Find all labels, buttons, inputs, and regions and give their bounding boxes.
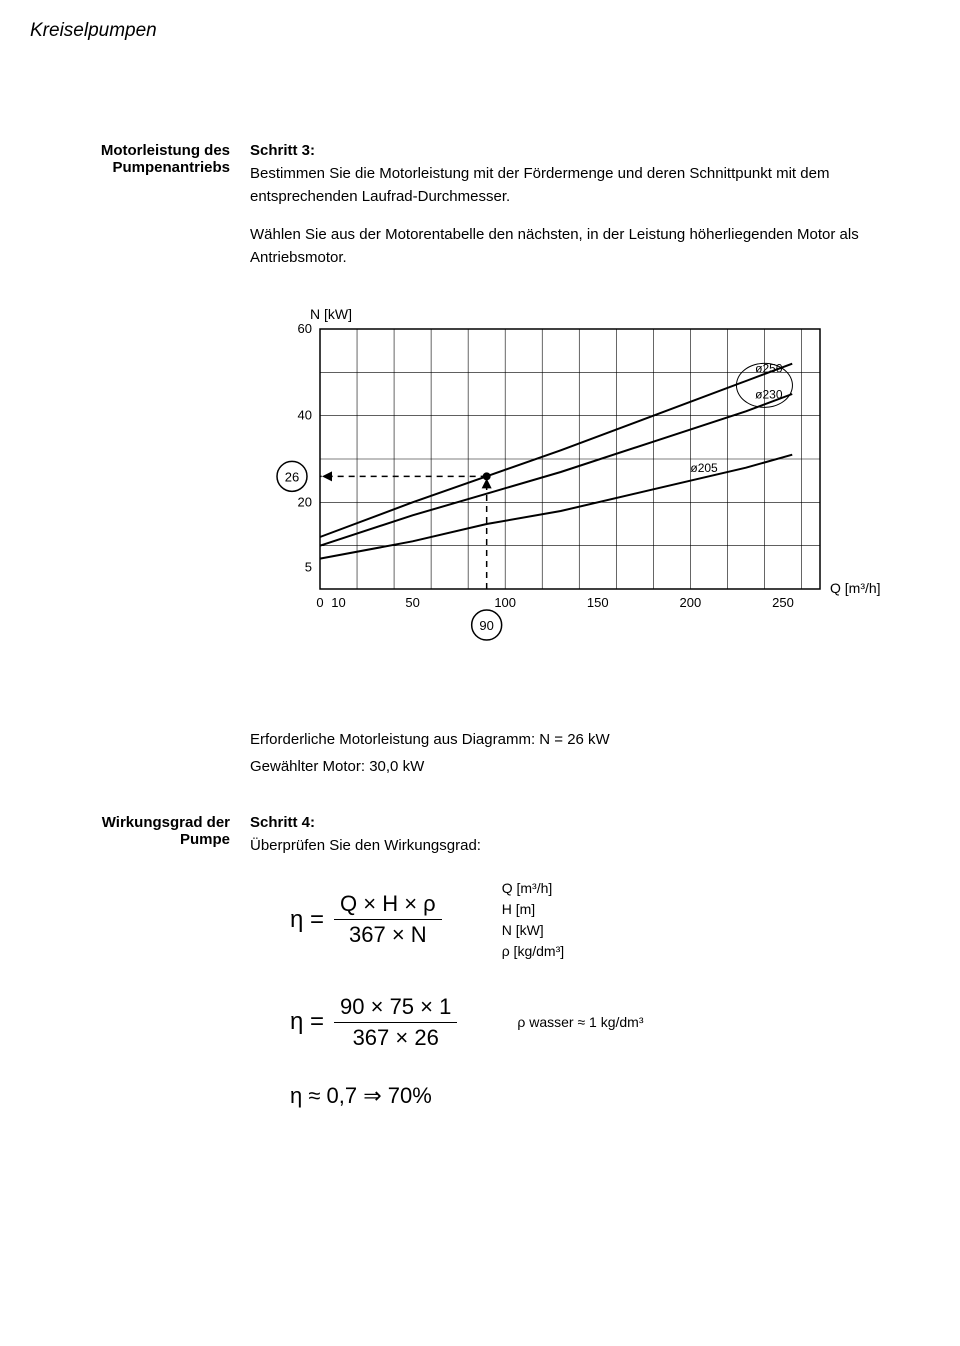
svg-text:26: 26 bbox=[285, 469, 299, 484]
svg-text:60: 60 bbox=[298, 321, 312, 336]
section1-left-line2: Pumpenantriebs bbox=[30, 159, 230, 176]
formula1-den: 367 × N bbox=[343, 920, 433, 950]
formula2-note: ρ wasser ≈ 1 kg/dm³ bbox=[517, 1012, 643, 1033]
power-chart: N [kW] 0 10 50 100 150 200 250 5 20 40 60 Q [m³/h] ø2… bbox=[250, 299, 930, 679]
section-motorleistung: Motorleistung des Pumpenantriebs Schritt… bbox=[30, 142, 930, 794]
formula1-num: Q × H × ρ bbox=[334, 889, 442, 920]
unit-h: H [m] bbox=[502, 899, 564, 920]
result-line1: Erforderliche Motorleistung aus Diagramm… bbox=[250, 729, 930, 752]
unit-rho: ρ [kg/dm³] bbox=[502, 941, 564, 962]
svg-text:250: 250 bbox=[772, 595, 794, 610]
section2-heading: Wirkungsgrad der Pumpe bbox=[30, 814, 250, 1109]
step4-label: Schritt 4: bbox=[250, 814, 930, 831]
step3-para2: Wählen Sie aus der Motorentabelle den nä… bbox=[250, 224, 930, 269]
svg-text:ø230: ø230 bbox=[755, 387, 783, 401]
formula1-lhs: η = bbox=[290, 906, 324, 934]
page-title: Kreiselpumpen bbox=[30, 20, 930, 42]
formula2-den: 367 × 26 bbox=[347, 1023, 445, 1053]
step3-label: Schritt 3: bbox=[250, 142, 930, 159]
svg-text:50: 50 bbox=[405, 595, 419, 610]
unit-n: N [kW] bbox=[502, 920, 564, 941]
step4-para1: Überprüfen Sie den Wirkungsgrad: bbox=[250, 835, 930, 858]
svg-text:0: 0 bbox=[316, 595, 323, 610]
formula1-units: Q [m³/h] H [m] N [kW] ρ [kg/dm³] bbox=[502, 878, 564, 962]
formula3-text: η ≈ 0,7 ⇒ 70% bbox=[290, 1083, 432, 1109]
svg-text:100: 100 bbox=[494, 595, 516, 610]
formula2-lhs: η = bbox=[290, 1008, 324, 1036]
svg-text:150: 150 bbox=[587, 595, 609, 610]
svg-text:5: 5 bbox=[305, 559, 312, 574]
svg-text:N [kW]: N [kW] bbox=[310, 306, 352, 322]
formula-eta-result: η ≈ 0,7 ⇒ 70% bbox=[290, 1083, 930, 1109]
svg-text:90: 90 bbox=[479, 618, 493, 633]
formula-eta-general: η = Q × H × ρ 367 × N Q [m³/h] H [m] N [… bbox=[290, 878, 930, 962]
svg-text:40: 40 bbox=[298, 408, 312, 423]
formula-eta-numeric: η = 90 × 75 × 1 367 × 26 ρ wasser ≈ 1 kg… bbox=[290, 992, 930, 1053]
section2-left-line2: Pumpe bbox=[30, 831, 230, 848]
section-wirkungsgrad: Wirkungsgrad der Pumpe Schritt 4: Überpr… bbox=[30, 814, 930, 1109]
section1-heading: Motorleistung des Pumpenantriebs bbox=[30, 142, 250, 794]
svg-text:10: 10 bbox=[331, 595, 345, 610]
svg-text:20: 20 bbox=[298, 494, 312, 509]
unit-q: Q [m³/h] bbox=[502, 878, 564, 899]
svg-text:200: 200 bbox=[680, 595, 702, 610]
svg-text:Q [m³/h]: Q [m³/h] bbox=[830, 580, 881, 596]
step3-para1: Bestimmen Sie die Motorleistung mit der … bbox=[250, 163, 930, 208]
section1-left-line1: Motorleistung des bbox=[30, 142, 230, 159]
formula2-num: 90 × 75 × 1 bbox=[334, 992, 457, 1023]
result-line2: Gewählter Motor: 30,0 kW bbox=[250, 756, 930, 779]
section2-left-line1: Wirkungsgrad der bbox=[30, 814, 230, 831]
svg-text:ø205: ø205 bbox=[690, 461, 718, 475]
